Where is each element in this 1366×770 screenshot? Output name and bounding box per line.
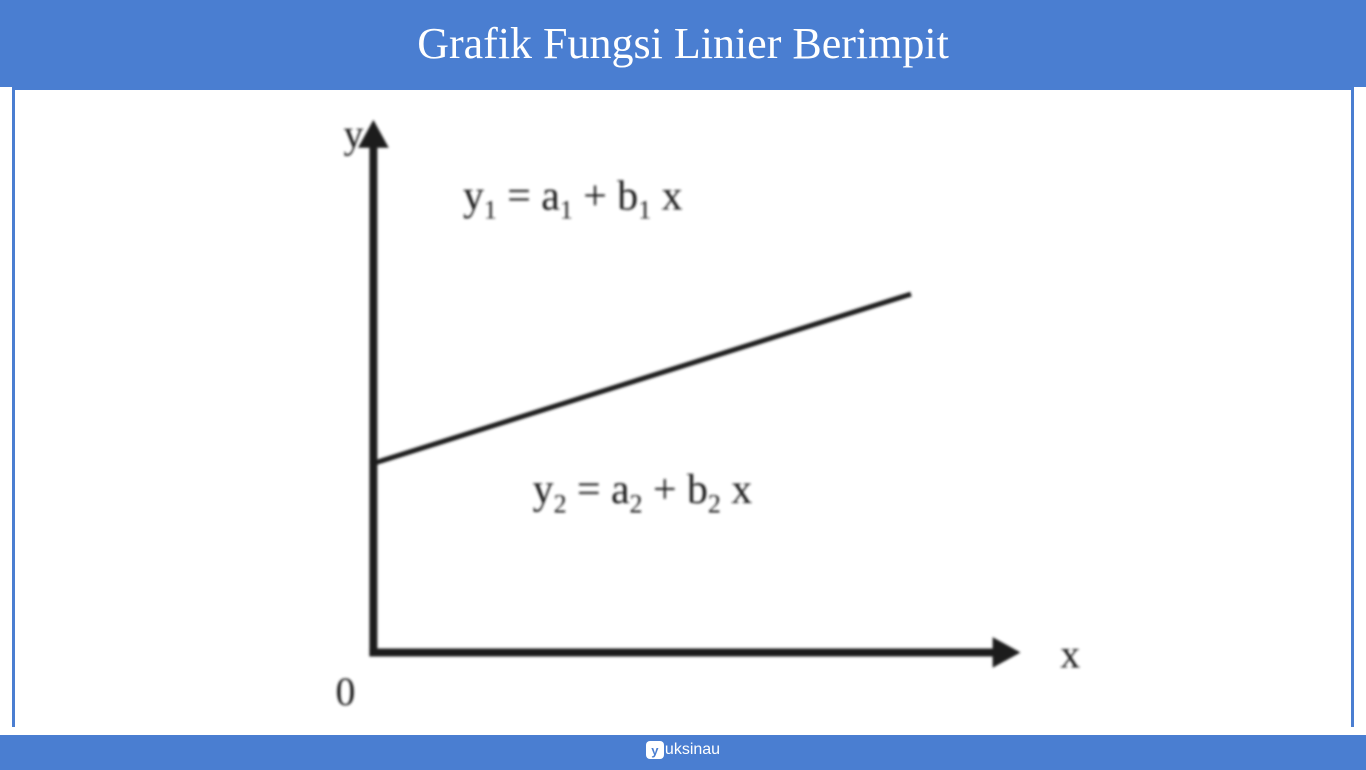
x-axis-label: x xyxy=(1060,632,1080,676)
chart-panel: y x 0 y1 = a1 + b1 x y2 = a2 + b2 x xyxy=(12,87,1354,727)
header-bar: Grafik Fungsi Linier Berimpit xyxy=(0,0,1366,87)
brand-icon: y xyxy=(646,741,664,759)
equation-1-label: y1 = a1 + b1 x xyxy=(463,173,683,224)
chart-svg: y x 0 y1 = a1 + b1 x y2 = a2 + b2 x xyxy=(15,90,1351,727)
y-axis-label: y xyxy=(344,113,364,157)
footer-bar: y uksinau xyxy=(0,735,1366,770)
equation-2-label: y2 = a2 + b2 x xyxy=(533,467,753,518)
origin-label: 0 xyxy=(336,670,356,714)
brand-text: uksinau xyxy=(665,741,720,759)
page-title: Grafik Fungsi Linier Berimpit xyxy=(0,18,1366,69)
function-line xyxy=(373,294,911,463)
brand-logo: y uksinau xyxy=(646,741,720,759)
x-axis-arrow-icon xyxy=(993,637,1021,668)
page-container: Grafik Fungsi Linier Berimpit y x xyxy=(0,0,1366,768)
